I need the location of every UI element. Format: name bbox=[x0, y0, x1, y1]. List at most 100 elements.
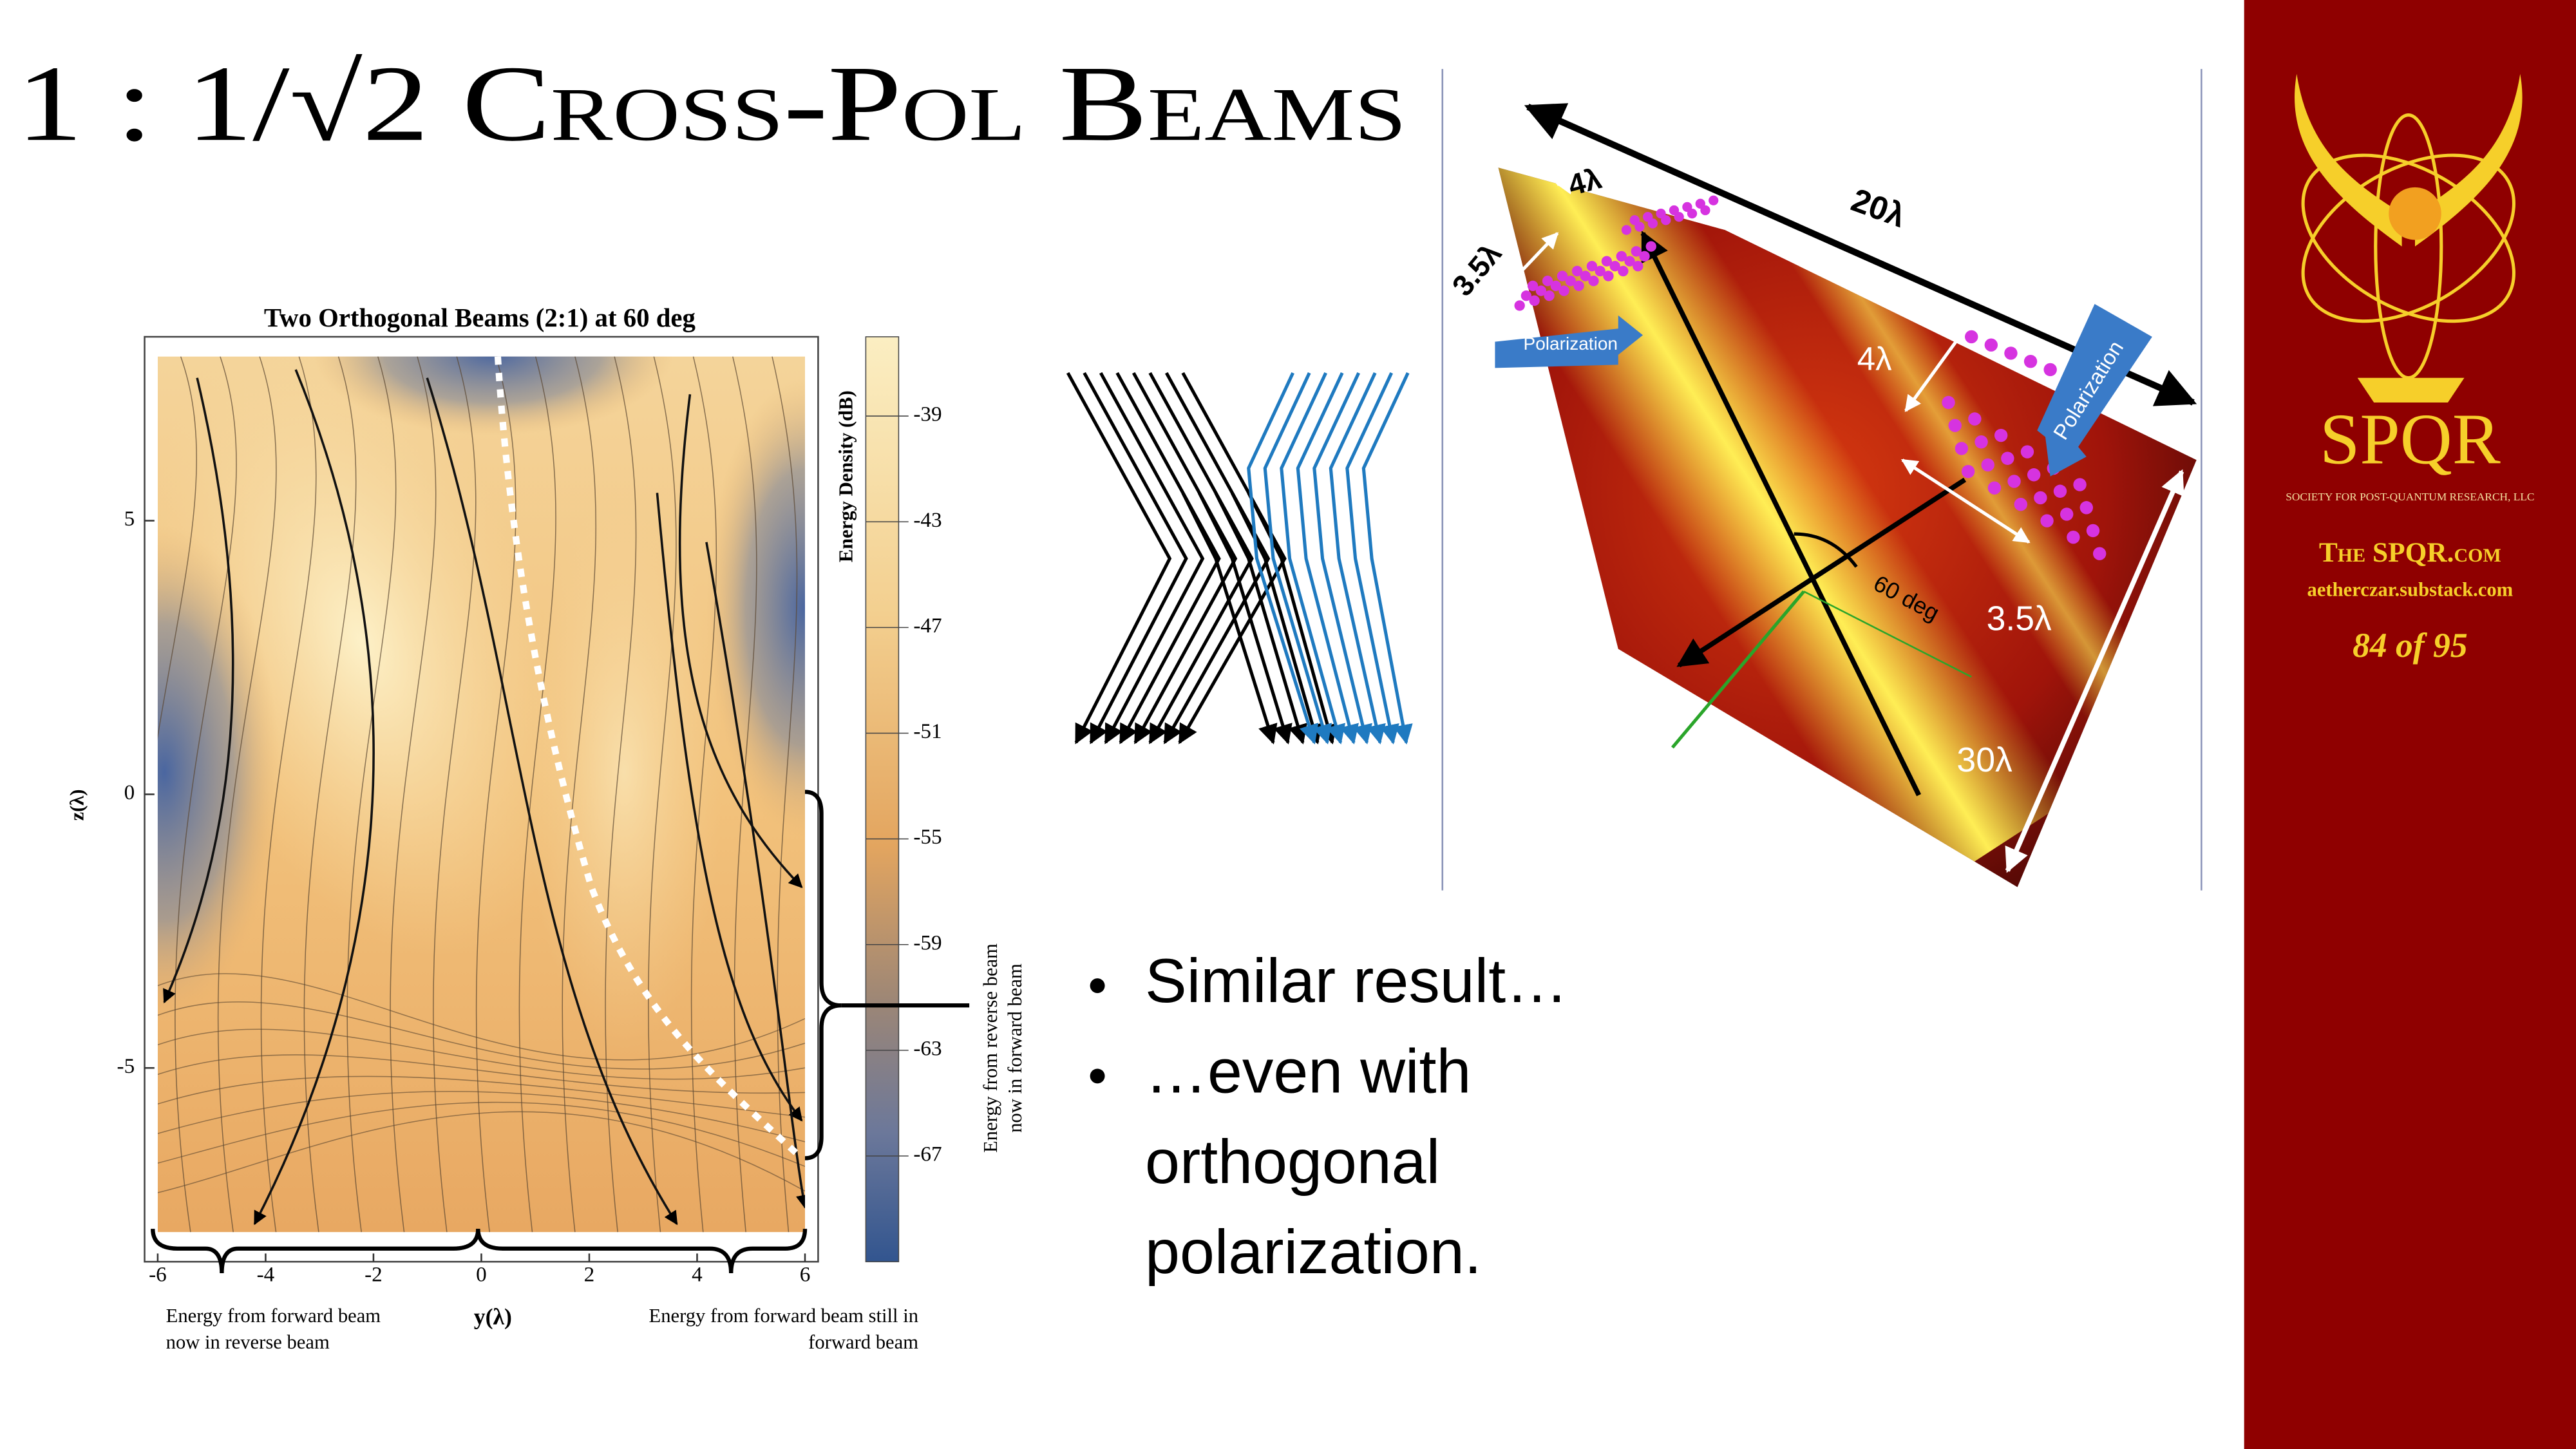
dipole bbox=[1580, 270, 1591, 281]
beam-ray bbox=[1099, 372, 1205, 744]
dipole bbox=[2040, 514, 2054, 527]
dipole bbox=[1520, 290, 1532, 301]
dipole bbox=[1981, 458, 1994, 472]
dipole bbox=[2004, 346, 2018, 360]
contour-line bbox=[157, 1028, 805, 1080]
dipole bbox=[2093, 547, 2107, 560]
dipole bbox=[1586, 261, 1598, 272]
bullet-text: polarization. bbox=[1145, 1217, 1482, 1287]
dipole bbox=[1535, 285, 1547, 296]
contour-line bbox=[732, 356, 757, 1233]
dipole bbox=[2023, 355, 2038, 368]
contour-line bbox=[772, 356, 798, 1233]
dipole bbox=[2043, 363, 2057, 377]
contour-field bbox=[157, 356, 805, 1233]
beam-ray bbox=[1214, 492, 1307, 744]
dipole bbox=[1544, 290, 1555, 301]
contour-line bbox=[157, 356, 197, 739]
dipole bbox=[2067, 530, 2080, 544]
beam-ray bbox=[1329, 372, 1386, 745]
colorbar-tick-label: -51 bbox=[913, 719, 942, 743]
contour-line bbox=[157, 1090, 805, 1142]
logo-wing bbox=[2295, 73, 2402, 247]
x-tick-label: 2 bbox=[584, 1263, 595, 1287]
slide-title: 1 : 1/√2 Cross-Pol Beams bbox=[17, 44, 1406, 164]
colorbar bbox=[865, 336, 900, 1262]
dimension-arrow bbox=[1900, 459, 2031, 544]
dipole bbox=[2020, 445, 2034, 459]
flow-line bbox=[678, 394, 803, 889]
axis-green bbox=[1803, 591, 1972, 678]
contour-line bbox=[157, 973, 805, 1061]
x-tick-label: -2 bbox=[365, 1263, 383, 1287]
beam-ray bbox=[1361, 372, 1413, 745]
x-tick-label: 6 bbox=[800, 1263, 811, 1287]
colorbar-tick-label: -47 bbox=[913, 614, 942, 638]
dipole bbox=[1514, 300, 1525, 311]
dipole bbox=[1557, 270, 1568, 281]
dipole bbox=[2053, 484, 2067, 498]
dipole bbox=[1550, 280, 1561, 292]
colorbar-tick-label: -43 bbox=[913, 508, 942, 532]
dipole bbox=[1565, 276, 1576, 287]
y-axis-label: z(λ) bbox=[66, 789, 88, 820]
dipole bbox=[1571, 265, 1583, 277]
bullet-text: Similar result… bbox=[1145, 945, 1568, 1016]
plot-title: Two Orthogonal Beams (2:1) at 60 deg bbox=[264, 303, 696, 332]
beam-ray bbox=[1181, 492, 1278, 744]
dipole bbox=[1669, 205, 1680, 216]
contour-line bbox=[648, 356, 677, 1233]
dipole bbox=[1643, 212, 1653, 222]
dipole bbox=[1695, 198, 1705, 209]
dipole bbox=[1994, 428, 2008, 442]
sidebar-name: SPQR bbox=[2320, 400, 2501, 480]
contour-line bbox=[157, 1101, 805, 1167]
dipole bbox=[1624, 256, 1635, 267]
bullet-dot bbox=[1090, 1068, 1105, 1084]
dipole bbox=[1645, 241, 1656, 252]
contour-line bbox=[260, 356, 317, 1233]
bullet-dot bbox=[1090, 978, 1105, 994]
dipole bbox=[1656, 208, 1666, 219]
dipole bbox=[1558, 285, 1569, 296]
logo-wing bbox=[2415, 73, 2523, 247]
dipole bbox=[2060, 507, 2074, 521]
flow-line bbox=[163, 377, 234, 1004]
beam-ray bbox=[1066, 372, 1172, 744]
contour-line bbox=[518, 356, 556, 1233]
dipole bbox=[1588, 276, 1599, 287]
annotation: Energy from reverse beam bbox=[980, 943, 1001, 1153]
dimension-arrow bbox=[1904, 319, 1973, 412]
dipole bbox=[2001, 451, 2014, 465]
contour-line bbox=[175, 356, 237, 1233]
contour-line bbox=[605, 356, 637, 1233]
beam-ray bbox=[1247, 372, 1319, 744]
contour-line bbox=[432, 356, 477, 1233]
polarization-label: Polarization bbox=[1523, 334, 1618, 354]
dimension-label: 20λ bbox=[1846, 181, 1910, 234]
dipole bbox=[1961, 464, 1975, 478]
annotation: now in forward beam bbox=[1004, 963, 1026, 1133]
contour-line bbox=[157, 1075, 805, 1118]
axis-line bbox=[1640, 231, 1922, 797]
dipole bbox=[1621, 225, 1632, 235]
brace bbox=[476, 1228, 808, 1274]
y-tick-label: 0 bbox=[124, 781, 135, 804]
flow-line bbox=[656, 493, 803, 1122]
beam-ray bbox=[1247, 492, 1338, 745]
dipole bbox=[1965, 330, 1978, 344]
dipole bbox=[2034, 491, 2047, 505]
dipole bbox=[2079, 501, 2093, 515]
colorbar-tick-label: -55 bbox=[913, 825, 942, 849]
angle-arc bbox=[1794, 532, 1858, 568]
beam-ray bbox=[1280, 372, 1346, 745]
dipole bbox=[1616, 251, 1627, 262]
dipole bbox=[2007, 475, 2021, 488]
dipole bbox=[1609, 261, 1620, 272]
beam-ray bbox=[1148, 372, 1254, 744]
colorbar-tick-label: -67 bbox=[913, 1142, 942, 1166]
dipole bbox=[2073, 478, 2087, 491]
colorbar-label: Energy Density (dB) bbox=[835, 390, 857, 562]
flow-line bbox=[705, 542, 805, 1209]
